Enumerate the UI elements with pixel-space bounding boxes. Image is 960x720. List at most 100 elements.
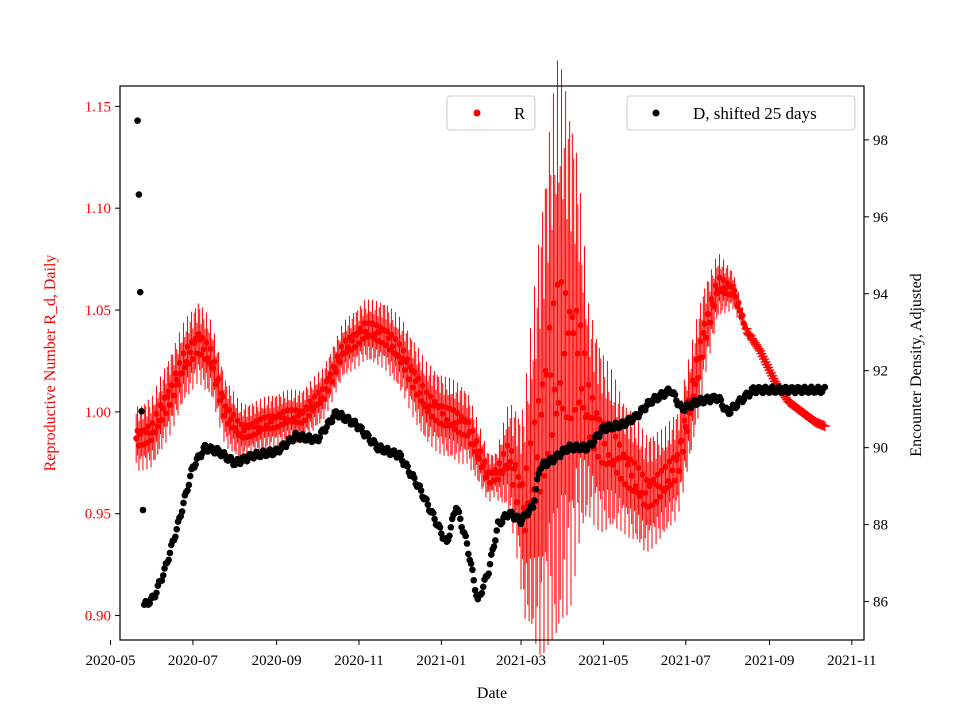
r-point (210, 365, 217, 372)
x-tick-label: 2020-07 (168, 653, 218, 669)
r-point (472, 448, 479, 455)
r-point (148, 437, 155, 444)
x-tick-label: 2021-09 (744, 653, 794, 669)
d-point (492, 537, 499, 544)
r-point (396, 341, 403, 348)
r-point (617, 475, 624, 482)
r-point (534, 454, 541, 461)
left-y-tick-label: 1.10 (85, 201, 111, 217)
d-point (488, 551, 495, 558)
r-point (698, 354, 705, 361)
d-point (371, 439, 379, 447)
d-point (490, 543, 498, 550)
d-point (153, 589, 160, 597)
d-point (429, 509, 437, 517)
r-point (164, 393, 171, 400)
d-point (139, 506, 147, 514)
r-point (415, 375, 422, 382)
r-point (581, 350, 588, 357)
r-point (165, 388, 172, 395)
r-point (220, 412, 227, 419)
x-tick-label: 2020-05 (86, 653, 136, 669)
r-point (708, 296, 715, 303)
d-point (199, 449, 206, 457)
d-point (470, 576, 478, 584)
d-point (173, 525, 181, 533)
legend-r-label: R (514, 104, 526, 123)
x-axis-label: Date (477, 685, 507, 702)
plot-frame (119, 85, 865, 641)
r-point (649, 502, 656, 509)
r-point (328, 378, 335, 385)
r-point (509, 481, 516, 488)
r-point (454, 410, 461, 417)
r-point (557, 379, 564, 386)
r-point (613, 469, 620, 476)
r-point (662, 463, 669, 470)
r-point (327, 371, 334, 378)
r-point (692, 381, 699, 388)
r-point (632, 483, 639, 490)
r-point (211, 358, 218, 365)
r-point (508, 448, 515, 455)
d-point (467, 560, 475, 567)
r-point (311, 393, 318, 400)
d-point (436, 523, 444, 531)
r-point (681, 417, 688, 424)
left-y-tick-label: 0.95 (85, 507, 111, 523)
r-point (527, 440, 534, 447)
r-point (671, 477, 678, 484)
r-point (674, 451, 681, 458)
d-point (493, 527, 501, 534)
r-point (559, 405, 566, 412)
r-point (712, 282, 719, 289)
d-point (479, 583, 487, 591)
d-point (447, 524, 455, 531)
d-point (159, 572, 167, 579)
r-point (173, 376, 180, 383)
r-point (540, 472, 547, 479)
r-point (531, 419, 538, 426)
r-point (546, 324, 553, 331)
r-error-bars (135, 60, 752, 655)
r-point (133, 435, 140, 442)
r-point (701, 320, 708, 327)
r-point (496, 460, 503, 467)
r-point (419, 382, 426, 389)
r-point (707, 319, 714, 326)
d-point (486, 560, 494, 568)
d-point (533, 475, 541, 483)
d-series (134, 117, 829, 609)
r-point (473, 437, 480, 444)
left-y-axis: 0.90 0.95 1.00 1.05 1.10 1.15 (85, 99, 120, 625)
r-point (206, 359, 213, 366)
right-y-tick-label: 88 (873, 518, 888, 534)
legend-r-box (446, 95, 536, 131)
r-point (226, 407, 233, 414)
d-point (135, 191, 143, 198)
r-point (539, 381, 546, 388)
d-point (671, 391, 679, 398)
r-point (482, 474, 489, 481)
r-point (337, 359, 344, 366)
d-point (186, 472, 194, 480)
d-point (431, 515, 438, 523)
r-point (349, 337, 356, 344)
r-point (423, 389, 430, 396)
r-point (566, 308, 573, 315)
d-point (463, 540, 471, 547)
right-y-tick-label: 94 (873, 287, 889, 303)
r-point (342, 337, 349, 344)
r-point (383, 342, 390, 349)
r-point (389, 343, 396, 350)
r-point (234, 417, 241, 424)
r-point (594, 453, 601, 460)
r-point (549, 432, 556, 439)
r-point (215, 376, 222, 383)
r-point (504, 442, 511, 449)
d-point (192, 461, 199, 468)
legend-r: R (446, 95, 536, 131)
r-point (520, 504, 527, 511)
x-tick-label: 2021-11 (827, 653, 876, 669)
left-y-tick-label: 1.05 (85, 303, 111, 319)
